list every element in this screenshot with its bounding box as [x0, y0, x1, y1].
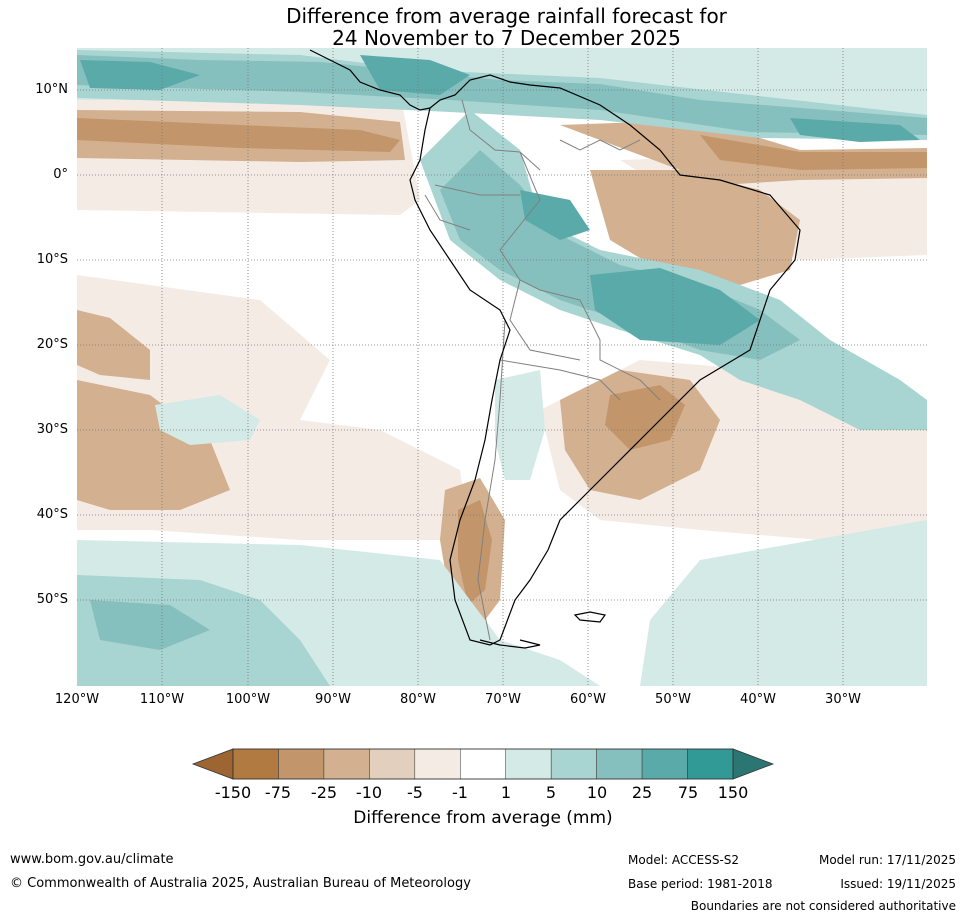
- colorbar: [191, 748, 775, 780]
- dry-patch-east-pacific-30s: [77, 380, 230, 510]
- title-line-1: Difference from average rainfall forecas…: [286, 4, 727, 28]
- strong-wet-patch-west: [80, 60, 200, 90]
- colorbar-title: Difference from average (mm): [353, 808, 613, 828]
- strong-wet-patch-central-brazil: [590, 268, 760, 345]
- border-brazil-west: [499, 151, 661, 401]
- lon-label-70w: 70°W: [485, 692, 521, 707]
- lon-label-120w: 120°W: [54, 692, 100, 707]
- colorbar-segment: [323, 748, 370, 780]
- dry-patch-northeast-brazil: [590, 170, 800, 285]
- coastline-falklands: [573, 611, 607, 623]
- strong-wet-patch-caribbean: [360, 55, 470, 95]
- colorbar-arrow-low: [191, 748, 234, 780]
- colorbar-tick-label: -5: [407, 783, 423, 802]
- border-chile-argentina: [477, 319, 506, 641]
- title-line-2: 24 November to 7 December 2025: [332, 26, 681, 50]
- coastlines: [309, 49, 801, 649]
- colorbar-tick-label: 75: [677, 783, 699, 802]
- colorbar-tick-label: 150: [717, 783, 749, 802]
- model-run-text: Model run: 17/11/2025: [818, 853, 956, 867]
- coastline-tierra-del-fuego: [479, 639, 541, 649]
- colorbar-tick-label: -10: [355, 783, 383, 802]
- colorbar-segment: [414, 748, 461, 780]
- lat-label-10s: 10°S: [36, 252, 68, 267]
- strong-dry-band-atlantic: [700, 135, 927, 170]
- colorbar-segment: [232, 748, 279, 780]
- light-wet-patch-east-pacific: [155, 395, 260, 445]
- wet-anomaly-fields: [77, 48, 927, 686]
- colorbar-tick-label: -75: [264, 783, 292, 802]
- strong-dry-patch-river-plate: [605, 385, 685, 450]
- colorbar-tick-label: 1: [500, 783, 512, 802]
- colorbar-outline: [232, 748, 734, 780]
- copyright-text: © Commonwealth of Australia 2025, Austra…: [10, 876, 471, 891]
- colorbar-tick-label: -25: [310, 783, 338, 802]
- map-area: [77, 48, 927, 686]
- colorbar-segment: [596, 748, 643, 780]
- colorbar-segment: [550, 748, 597, 780]
- border-ecuador-peru: [424, 194, 471, 231]
- lon-label-30w: 30°W: [825, 692, 861, 707]
- lon-label-40w: 40°W: [740, 692, 776, 707]
- colorbar-segment: [687, 748, 734, 780]
- colorbar-tick-label: 5: [545, 783, 557, 802]
- issued-text: Issued: 19/11/2025: [840, 877, 956, 891]
- dry-anomaly-fields: [77, 92, 927, 640]
- colorbar-segment: [505, 748, 552, 780]
- colorbar-tick-label: -150: [214, 783, 252, 802]
- graticule: [77, 48, 927, 686]
- lat-label-50s: 50°S: [36, 592, 68, 607]
- light-wet-patch-argentina: [495, 370, 545, 480]
- lon-label-60w: 60°W: [570, 692, 606, 707]
- website-link[interactable]: www.bom.gov.au/climate: [10, 852, 174, 867]
- colorbar-tick-label: 25: [631, 783, 653, 802]
- lat-label-10n: 10°N: [35, 82, 68, 97]
- medium-wet-patch-south-pacific: [90, 600, 210, 650]
- country-borders: [424, 99, 661, 641]
- colorbar-segment: [278, 748, 325, 780]
- colorbar-segment: [460, 748, 506, 780]
- lat-label-40s: 40°S: [36, 507, 68, 522]
- lon-label-100w: 100°W: [225, 692, 271, 707]
- strong-dry-patch-patagonia: [458, 500, 492, 605]
- lat-label-20s: 20°S: [36, 337, 68, 352]
- colorbar-segment: [641, 748, 688, 780]
- strong-dry-band-equatorial: [77, 118, 400, 152]
- colorbar-segment: [369, 748, 416, 780]
- lon-label-110w: 110°W: [139, 692, 185, 707]
- border-argentina-north: [499, 359, 621, 401]
- border-colombia-peru: [434, 184, 520, 196]
- border-guianas: [559, 139, 641, 151]
- lon-label-90w: 90°W: [315, 692, 351, 707]
- base-period-text: Base period: 1981-2018: [628, 877, 773, 891]
- strong-wet-patch-atlantic: [790, 118, 920, 142]
- wet-band-amazon: [420, 110, 927, 430]
- colorbar-segments: [232, 748, 734, 780]
- light-wet-field-south-atlantic: [640, 520, 927, 686]
- lat-label-30s: 30°S: [36, 422, 68, 437]
- lon-label-80w: 80°W: [400, 692, 436, 707]
- border-colombia-venezuela: [461, 99, 541, 171]
- colorbar-tick-label: -1: [452, 783, 468, 802]
- medium-wet-band-caribbean: [77, 55, 927, 135]
- model-text: Model: ACCESS-S2: [628, 853, 740, 867]
- disclaimer-text: Boundaries are not considered authoritat…: [690, 899, 956, 913]
- lat-label-0: 0°: [53, 167, 68, 182]
- coastline-south-america: [409, 74, 801, 646]
- coastline-central-america: [309, 49, 431, 111]
- border-bolivia-paraguay: [509, 279, 581, 361]
- colorbar-arrow-high: [732, 748, 775, 780]
- colorbar-tick-label: 10: [586, 783, 608, 802]
- lon-label-50w: 50°W: [655, 692, 691, 707]
